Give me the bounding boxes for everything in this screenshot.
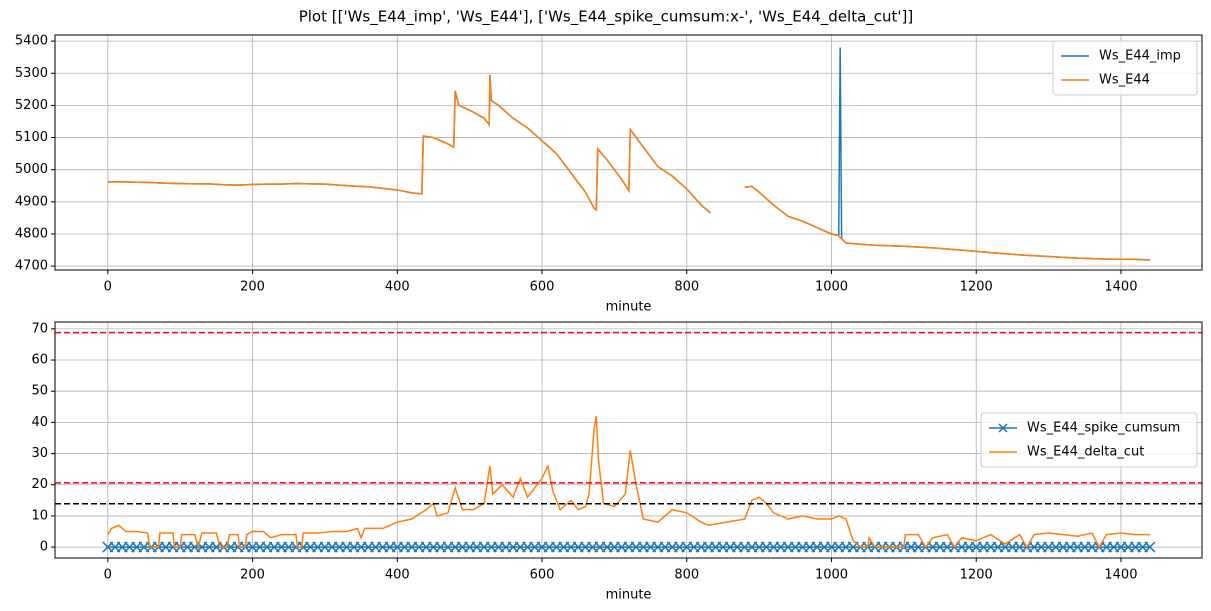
- y-tick-label: 5400: [15, 34, 48, 49]
- y-tick-label: 5300: [15, 66, 48, 81]
- y-tick-label: 60: [31, 353, 48, 368]
- legend-label: Ws_E44: [1099, 73, 1150, 88]
- legend-label: Ws_E44_delta_cut: [1027, 445, 1144, 460]
- marker: [1144, 541, 1156, 553]
- x-tick-label: 200: [240, 280, 265, 295]
- x-tick-label: 1000: [815, 280, 848, 295]
- y-tick-label: 4900: [15, 194, 48, 209]
- y-tick-label: 5200: [15, 98, 48, 113]
- y-tick-label: 5100: [15, 130, 48, 145]
- x-tick-label: 1400: [1104, 280, 1137, 295]
- y-tick-label: 30: [31, 446, 48, 461]
- figure-title: Plot [['Ws_E44_imp', 'Ws_E44'], ['Ws_E44…: [299, 8, 914, 27]
- x-tick-label: 800: [674, 280, 699, 295]
- x-tick-label: 1200: [960, 280, 993, 295]
- plot-area: [55, 331, 1202, 553]
- y-tick-label: 50: [31, 384, 48, 399]
- legend-label: Ws_E44_spike_cumsum: [1027, 421, 1180, 436]
- x-tick-label: 600: [530, 568, 555, 583]
- series-line: [107, 74, 1150, 261]
- x-tick-label: 400: [385, 568, 410, 583]
- y-tick-label: 4800: [15, 226, 48, 241]
- y-tick-label: 5000: [15, 162, 48, 177]
- x-axis-label: minute: [606, 300, 652, 315]
- axes-frame: [54, 321, 1203, 559]
- x-tick-label: 200: [240, 568, 265, 583]
- x-tick-label: 1200: [960, 568, 993, 583]
- x-tick-label: 0: [104, 280, 112, 295]
- x-tick-label: 400: [385, 280, 410, 295]
- legend: [980, 412, 1198, 468]
- y-tick-label: 0: [40, 540, 48, 555]
- plot-area: [107, 47, 1150, 261]
- legend-label: Ws_E44_imp: [1099, 49, 1181, 64]
- x-tick-label: 800: [674, 568, 699, 583]
- axes-frame: [54, 34, 1203, 271]
- y-tick-label: 20: [31, 477, 48, 492]
- y-tick-label: 10: [31, 508, 48, 523]
- legend-marker: [998, 423, 1008, 433]
- x-tick-label: 1000: [815, 568, 848, 583]
- legend: [1052, 40, 1198, 96]
- x-tick-label: 0: [104, 568, 112, 583]
- series-line: [107, 416, 1150, 550]
- x-axis-label: minute: [606, 588, 652, 603]
- y-tick-label: 4700: [15, 259, 48, 274]
- y-tick-label: 70: [31, 321, 48, 336]
- y-tick-label: 40: [31, 415, 48, 430]
- x-tick-label: 600: [530, 280, 555, 295]
- x-tick-label: 1400: [1104, 568, 1137, 583]
